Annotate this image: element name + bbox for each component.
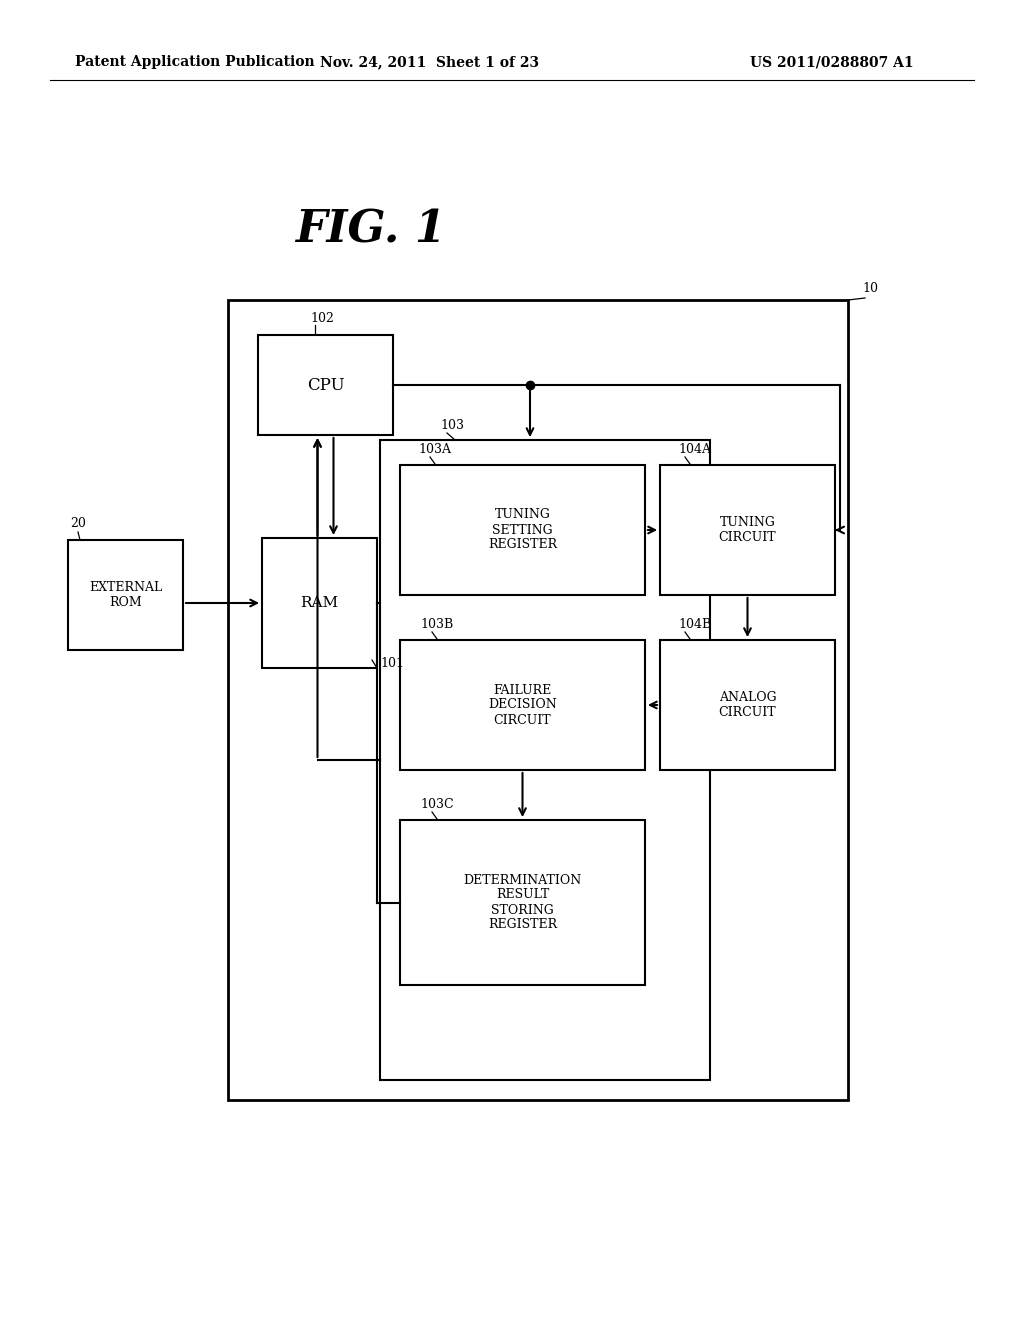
Text: RAM: RAM xyxy=(300,597,339,610)
Text: 20: 20 xyxy=(70,517,86,531)
Text: ANALOG
CIRCUIT: ANALOG CIRCUIT xyxy=(719,690,776,719)
Text: 103B: 103B xyxy=(420,618,454,631)
Text: 104A: 104A xyxy=(678,444,711,455)
Bar xyxy=(258,335,393,436)
Text: 103A: 103A xyxy=(418,444,451,455)
Text: US 2011/0288807 A1: US 2011/0288807 A1 xyxy=(750,55,913,69)
Bar xyxy=(262,539,377,668)
Bar xyxy=(400,820,645,985)
Text: 102: 102 xyxy=(310,312,334,325)
Text: FAILURE
DECISION
CIRCUIT: FAILURE DECISION CIRCUIT xyxy=(488,684,557,726)
Text: 103C: 103C xyxy=(420,799,454,810)
Bar xyxy=(660,465,835,595)
Text: EXTERNAL
ROM: EXTERNAL ROM xyxy=(89,581,162,609)
Bar xyxy=(400,640,645,770)
Bar xyxy=(400,465,645,595)
Text: TUNING
SETTING
REGISTER: TUNING SETTING REGISTER xyxy=(488,508,557,552)
Bar xyxy=(68,540,183,649)
Text: TUNING
CIRCUIT: TUNING CIRCUIT xyxy=(719,516,776,544)
Text: DETERMINATION
RESULT
STORING
REGISTER: DETERMINATION RESULT STORING REGISTER xyxy=(464,874,582,932)
Text: 10: 10 xyxy=(862,282,878,294)
Text: 104B: 104B xyxy=(678,618,712,631)
Text: FIG. 1: FIG. 1 xyxy=(295,209,445,252)
Bar xyxy=(660,640,835,770)
Bar xyxy=(228,300,848,1100)
Bar xyxy=(380,440,710,1080)
Text: 101: 101 xyxy=(380,657,404,671)
Text: Nov. 24, 2011  Sheet 1 of 23: Nov. 24, 2011 Sheet 1 of 23 xyxy=(321,55,540,69)
Text: Patent Application Publication: Patent Application Publication xyxy=(75,55,314,69)
Text: CPU: CPU xyxy=(306,376,344,393)
Text: 103: 103 xyxy=(440,418,464,432)
